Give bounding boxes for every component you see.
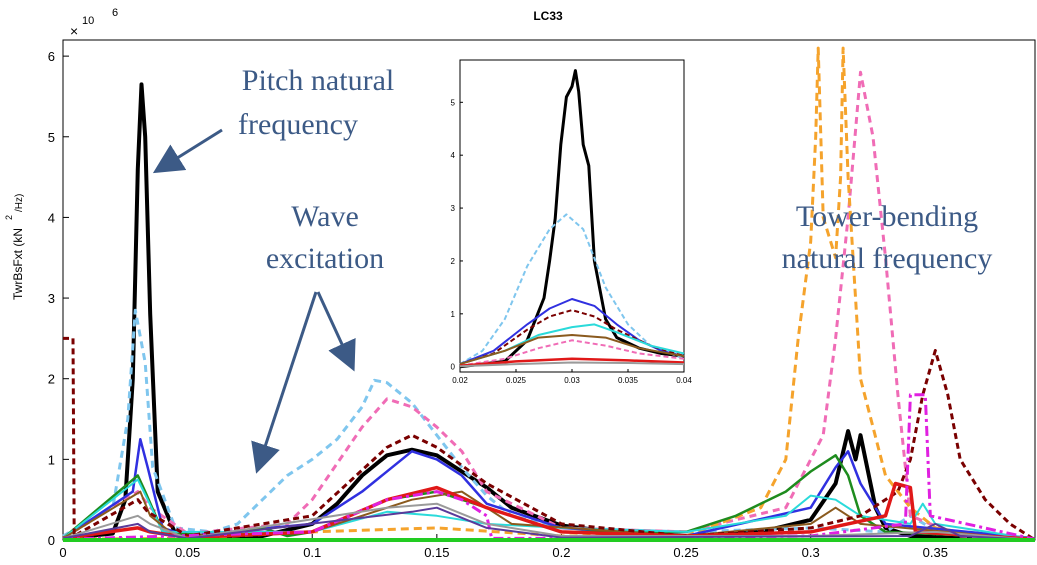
x-tick-label: 0.025 bbox=[506, 376, 527, 385]
x-tick-label: 0 bbox=[59, 545, 66, 560]
main-series-12 bbox=[62, 506, 1036, 541]
main-series-0 bbox=[62, 82, 1036, 542]
inset-series-0 bbox=[459, 69, 685, 369]
x-tick-label: 0.035 bbox=[618, 376, 639, 385]
inset-series-3 bbox=[459, 309, 685, 366]
main-series-10 bbox=[62, 393, 1036, 541]
main-series-4 bbox=[62, 437, 1036, 540]
inset-chart: 0.02 0.025 0.03 0.035 0.04 0 1 2 3 4 5 bbox=[447, 45, 692, 390]
annotation-pitch: Pitch natural frequency bbox=[238, 64, 394, 141]
y-tick-label: 4 bbox=[451, 151, 456, 160]
y-tick-label: 0 bbox=[451, 363, 456, 372]
x-tick-label: 0.25 bbox=[673, 545, 698, 560]
inset-series-8 bbox=[459, 361, 685, 368]
annotation-wave: Wave excitation bbox=[266, 200, 384, 275]
y-tick-label: 3 bbox=[48, 291, 55, 306]
annotation-tower-line1: Tower-bending bbox=[796, 200, 978, 233]
annotation-pitch-line1: Pitch natural bbox=[242, 64, 394, 97]
x-tick-label: 0.05 bbox=[175, 545, 200, 560]
inset-series-7 bbox=[459, 357, 685, 367]
annotation-wave-line2: excitation bbox=[266, 242, 384, 275]
arrow-pitch bbox=[152, 128, 223, 174]
y-axis-label-main: TwrBsFxt (kN bbox=[11, 228, 25, 300]
inset-series-5 bbox=[459, 334, 685, 366]
inset-series-1 bbox=[459, 213, 685, 365]
chart-title: LC33 bbox=[533, 9, 563, 23]
y-tick-label: 2 bbox=[451, 257, 456, 266]
main-series-group bbox=[62, 46, 1036, 542]
inset-series-group bbox=[459, 69, 685, 369]
x-tick-label: 0.15 bbox=[424, 545, 449, 560]
y-axis-label-exponent: 2 bbox=[4, 215, 14, 220]
main-series-3 bbox=[62, 46, 1036, 541]
y-multiplier-base: 10 bbox=[82, 15, 94, 27]
y-tick-label: 1 bbox=[48, 452, 55, 467]
y-tick-label: 3 bbox=[451, 204, 456, 213]
y-tick-label: 5 bbox=[451, 98, 456, 107]
arrow-wave-right bbox=[316, 291, 356, 372]
x-tick-label: 0.1 bbox=[303, 545, 321, 560]
x-tick-label: 0.04 bbox=[676, 376, 692, 385]
x-tick-label: 0.02 bbox=[452, 376, 468, 385]
y-tick-label: 1 bbox=[451, 310, 456, 319]
main-axis-ticks: 0 0.05 0.1 0.15 0.2 0.25 0.3 0.35 0 1 2 3 4 5 6 bbox=[48, 49, 948, 560]
x-tick-label: 0.03 bbox=[564, 376, 580, 385]
x-tick-label: 0.2 bbox=[552, 545, 570, 560]
annotation-pitch-line2: frequency bbox=[238, 108, 358, 141]
annotation-tower-line2: natural frequency bbox=[782, 242, 993, 275]
x-tick-label: 0.3 bbox=[802, 545, 820, 560]
y-tick-label: 2 bbox=[48, 372, 55, 387]
y-tick-label: 5 bbox=[48, 130, 55, 145]
y-multiplier-exp: 6 bbox=[112, 7, 118, 19]
main-series-11 bbox=[62, 502, 1036, 541]
main-series-7 bbox=[62, 490, 1036, 541]
arrow-wave-left bbox=[251, 291, 318, 474]
y-tick-label: 6 bbox=[48, 49, 55, 64]
y-tick-label: 4 bbox=[48, 210, 55, 225]
annotation-wave-line1: Wave bbox=[291, 200, 359, 233]
y-tick-label: 0 bbox=[48, 533, 55, 548]
x-tick-label: 0.35 bbox=[923, 545, 948, 560]
y-axis-label-unit: /Hz) bbox=[14, 194, 25, 212]
main-series-8 bbox=[63, 336, 1036, 542]
y-multiplier-prefix: × bbox=[70, 23, 78, 39]
inset-axis-ticks: 0.02 0.025 0.03 0.035 0.04 0 1 2 3 4 5 bbox=[451, 98, 693, 385]
annotation-tower: Tower-bending natural frequency bbox=[782, 200, 993, 275]
inset-series-6 bbox=[459, 339, 685, 367]
